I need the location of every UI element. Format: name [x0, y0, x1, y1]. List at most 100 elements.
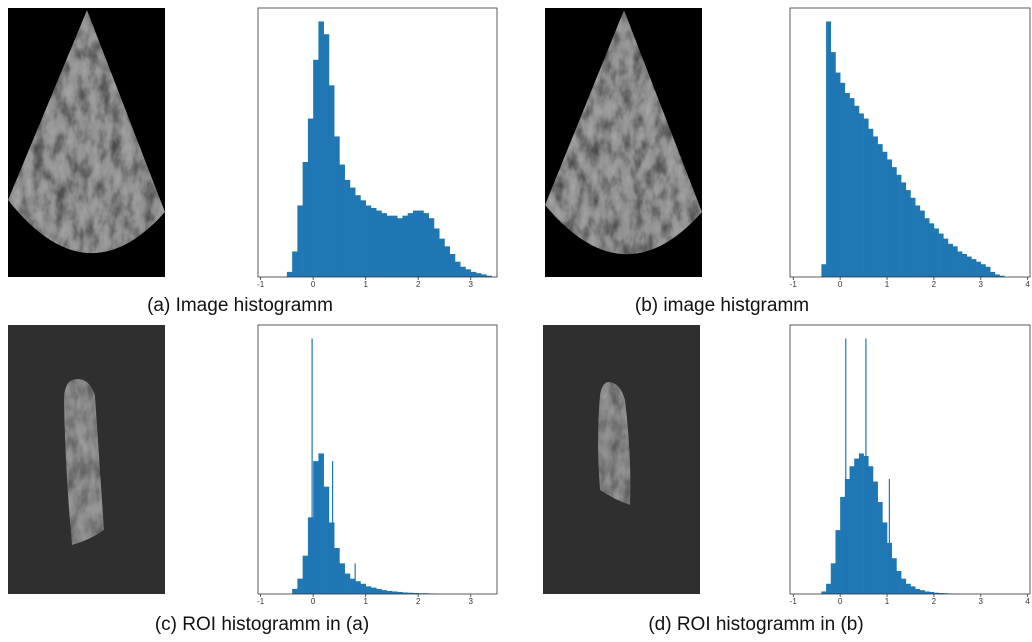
- histogram-bar: [381, 590, 387, 594]
- x-tick-label: -1: [790, 597, 798, 606]
- histogram-bar: [439, 239, 445, 277]
- caption: (b) image histgramm: [635, 295, 809, 316]
- histogram-bar: [423, 213, 429, 277]
- histogram-bar: [939, 234, 944, 277]
- histogram-bar: [826, 584, 831, 594]
- histogram-bar: [303, 162, 309, 277]
- histogram-bar: [450, 254, 456, 277]
- histogram-bar: [878, 502, 883, 594]
- x-tick-label: 2: [932, 597, 937, 606]
- histogram-bar: [434, 228, 440, 277]
- x-tick-label: 3: [469, 597, 474, 606]
- x-tick-label: -1: [790, 280, 798, 289]
- histogram-bar: [318, 21, 324, 277]
- histogram-bar: [882, 152, 887, 277]
- histogram-bar: [313, 60, 319, 277]
- x-tick-label: 1: [885, 597, 890, 606]
- histogram-bar: [455, 262, 461, 277]
- histogram-bar: [892, 558, 897, 594]
- histogram-bar: [953, 246, 958, 277]
- histogram-bar: [887, 159, 892, 277]
- histogram-bar: [350, 188, 356, 277]
- histogram-bar: [366, 586, 372, 594]
- histogram-bar: [925, 218, 930, 277]
- histogram-bar: [287, 272, 293, 277]
- histogram-bar: [345, 574, 351, 594]
- histogram-bar: [901, 579, 906, 594]
- histogram-bar: [962, 254, 967, 277]
- histogram-bar: [873, 136, 878, 277]
- histogram-bar: [355, 581, 361, 594]
- x-tick-label: 2: [416, 597, 421, 606]
- histogram-bar: [329, 522, 335, 594]
- histogram-bar: [901, 182, 906, 277]
- histogram-bar: [355, 195, 361, 277]
- histogram-bar: [402, 216, 408, 277]
- histogram-bar: [292, 589, 298, 594]
- histogram-bar: [850, 466, 855, 594]
- histogram-bar: [334, 136, 340, 277]
- histogram-bar: [826, 21, 831, 277]
- histogram-bar: [835, 73, 840, 277]
- histogram-bar: [920, 590, 925, 594]
- histogram-bar: [840, 497, 845, 594]
- x-tick-label: 0: [311, 597, 316, 606]
- histogram-bar: [896, 571, 901, 594]
- histogram-bar: [906, 190, 911, 277]
- histogram-bar: [308, 119, 314, 277]
- x-tick-label: -1: [257, 597, 265, 606]
- x-tick-label: -1: [257, 280, 265, 289]
- histogram-bar: [878, 144, 883, 277]
- histogram-bar: [387, 216, 393, 277]
- histogram-bar: [324, 487, 330, 594]
- axes-frame: [790, 325, 1030, 594]
- histogram-bar: [864, 119, 869, 277]
- histogram-bar: [821, 264, 826, 277]
- caption: (d) ROI histogramm in (b): [648, 614, 863, 635]
- histogram-bar: [967, 257, 972, 277]
- histogram-bar: [371, 588, 377, 594]
- histogram-bar: [990, 272, 995, 277]
- histogram-bar: [892, 167, 897, 277]
- x-tick-label: 0: [838, 280, 843, 289]
- histogram-bar: [906, 584, 911, 594]
- histogram-bar: [392, 216, 398, 277]
- histogram-bar: [873, 482, 878, 594]
- histogram-bar: [376, 589, 382, 594]
- histogram-bar: [831, 563, 836, 594]
- histogram-bar: [910, 198, 915, 277]
- histogram-bar: [915, 205, 920, 277]
- histogram-bar: [381, 213, 387, 277]
- histogram-bar: [471, 272, 477, 277]
- x-tick-label: 4: [1025, 597, 1030, 606]
- histogram-bar: [297, 579, 303, 594]
- x-tick-label: 0: [838, 597, 843, 606]
- histogram-bar: [413, 211, 419, 277]
- histogram-bar: [859, 113, 864, 277]
- x-tick-label: 4: [1025, 280, 1030, 289]
- histogram-bar: [948, 244, 953, 277]
- histogram-bar: [334, 548, 340, 594]
- histogram-bar: [418, 211, 424, 277]
- histogram-bar: [981, 264, 986, 277]
- histogram-bar: [429, 218, 435, 277]
- histogram-bar: [360, 200, 366, 277]
- histogram-bar: [339, 563, 345, 594]
- x-tick-label: 2: [932, 280, 937, 289]
- figure: -1 0 1 2 3 (a) Image histogramm -1 0 1 2 3 4 (b) ima…: [0, 0, 1032, 642]
- histogram-bar: [297, 205, 303, 277]
- x-tick-label: 3: [979, 597, 984, 606]
- x-tick-label: 3: [469, 280, 474, 289]
- caption: (c) ROI histogramm in (a): [155, 614, 369, 635]
- figure-canvas: -1 0 1 2 3 (a) Image histogramm -1 0 1 2 3 4 (b) ima…: [0, 0, 1032, 642]
- histogram-bar: [339, 165, 345, 277]
- histogram-bar: [366, 205, 372, 277]
- histogram-bar: [476, 273, 482, 277]
- caption: (a) Image histogramm: [147, 295, 333, 316]
- histogram-bar: [460, 267, 466, 277]
- histogram-bar: [397, 218, 403, 277]
- x-tick-label: 1: [363, 597, 368, 606]
- histogram-bar: [896, 175, 901, 277]
- x-tick-label: 1: [363, 280, 368, 289]
- histogram-bar: [910, 586, 915, 594]
